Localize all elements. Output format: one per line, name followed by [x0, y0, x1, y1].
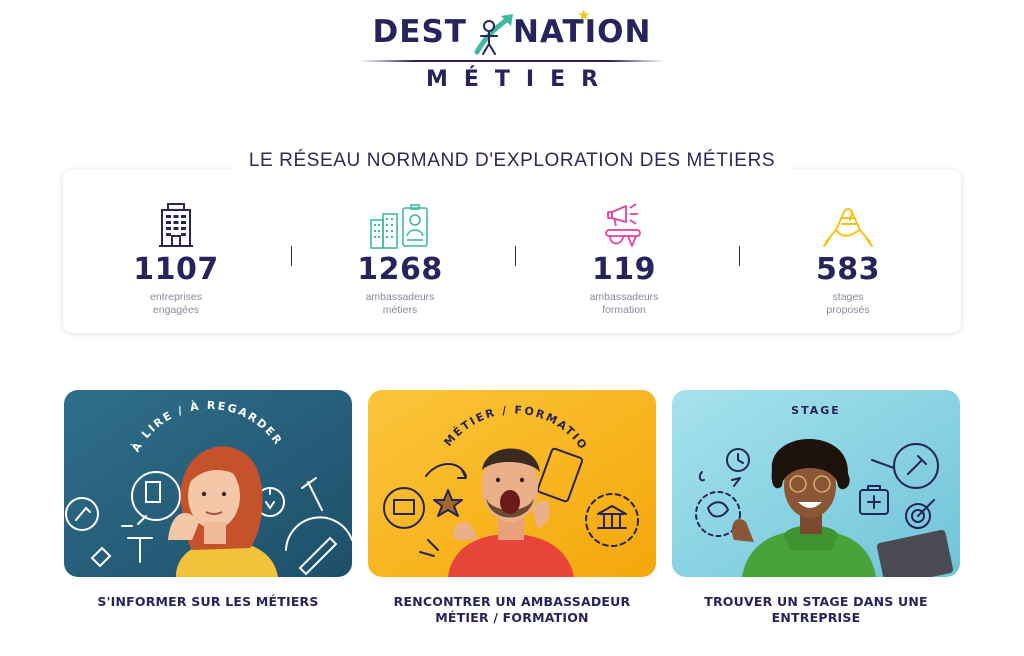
svg-text:STAGE: STAGE: [791, 404, 841, 417]
card-image-information[interactable]: À LIRE / À REGARDER: [64, 390, 352, 577]
building-icon: [159, 203, 193, 247]
card-title-information[interactable]: S'INFORMER SUR LES MÉTIERS: [97, 594, 319, 609]
stat-internships: 583 stages proposés: [736, 200, 960, 317]
card-title-internship[interactable]: TROUVER UN STAGE DANS UNE ENTREPRISE: [704, 594, 928, 625]
stat-label: ambassadeurs métiers: [365, 291, 435, 316]
stat-divider: [291, 246, 292, 266]
card-title-ambassador[interactable]: RENCONTRER UN AMBASSADEUR MÉTIER / FORMA…: [393, 594, 631, 625]
stat-value: 583: [815, 252, 881, 287]
woman-laptop-illustration: STAGE: [672, 390, 960, 577]
handshake-icon: [823, 208, 873, 247]
logo-text-dest: DEST: [372, 14, 467, 50]
stat-label: entreprises engagées: [150, 291, 202, 316]
stat-companies: 1107 entreprises engagées: [64, 200, 288, 317]
logo-star-icon: ★: [577, 7, 591, 24]
stats-card: [63, 169, 961, 333]
stat-divider: [515, 246, 516, 266]
card-information[interactable]: À LIRE / À REGARDER: [64, 390, 352, 610]
logo-wordmark-bottom: MÉTIER: [425, 67, 615, 92]
stat-value: 1268: [357, 252, 443, 287]
megaphone-icon: [605, 203, 641, 247]
logo-rule: [360, 60, 664, 62]
logo-person-arrow-icon: [474, 14, 513, 55]
card-internship[interactable]: STAGE: [672, 390, 960, 626]
card-ambassador[interactable]: MÉTIER / FORMATION: [368, 390, 656, 626]
stat-value: 1107: [133, 252, 219, 287]
network-heading: LE RÉSEAU NORMAND D'EXPLORATION DES MÉTI…: [231, 147, 793, 175]
logo-wordmark-top: DEST NATION: [360, 14, 664, 50]
stat-label: ambassadeurs formation: [589, 291, 659, 316]
stat-ambassadors-training: 119 ambassadeurs formation: [512, 200, 736, 317]
card-image-ambassador[interactable]: MÉTIER / FORMATION: [368, 390, 656, 577]
ambassador-badge-icon: [370, 204, 428, 249]
logo-text-nation: NATION: [512, 14, 652, 50]
card-image-internship[interactable]: STAGE: [672, 390, 960, 577]
stat-ambassadors-jobs: 1268 ambassadeurs métiers: [288, 200, 512, 317]
student-reading-illustration: À LIRE / À REGARDER: [64, 390, 352, 577]
stat-label: stages proposés: [826, 291, 870, 316]
man-shouting-illustration: MÉTIER / FORMATION: [368, 390, 656, 577]
stat-value: 119: [591, 252, 657, 287]
stat-divider: [739, 246, 740, 266]
site-logo[interactable]: DEST NATION ★ MÉTIER: [360, 6, 664, 92]
